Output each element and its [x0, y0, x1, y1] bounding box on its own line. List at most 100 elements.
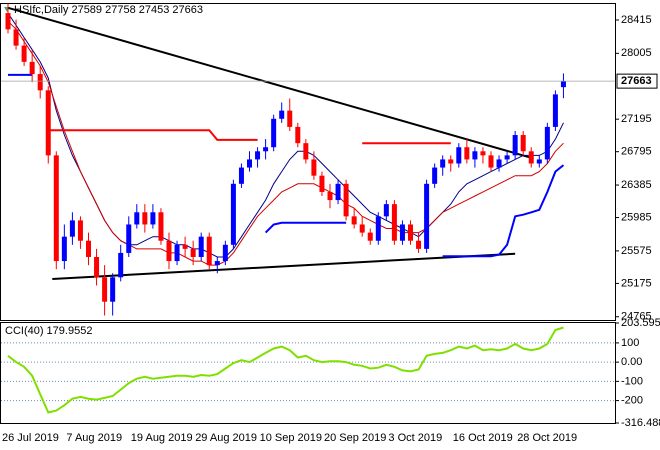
candle-body	[399, 224, 405, 241]
candle-body	[432, 167, 438, 184]
x-tick-label: 7 Aug 2019	[66, 432, 122, 444]
candle-body	[279, 110, 285, 119]
candle-body	[464, 147, 470, 160]
candle-body	[86, 240, 91, 257]
y-tick-label: 25175	[621, 277, 652, 289]
candle-body	[53, 155, 59, 262]
y-tick-label: 28415	[621, 14, 652, 26]
candle-body	[552, 94, 558, 127]
candle-body	[536, 159, 542, 164]
candle-body	[166, 240, 172, 262]
trendline	[52, 252, 516, 280]
y-tick-label: -200	[621, 395, 643, 407]
candle-body	[512, 135, 518, 156]
candle-body	[61, 236, 67, 262]
candle-body	[69, 220, 75, 237]
candle-body	[391, 204, 397, 241]
candle-body	[5, 13, 11, 30]
candle-body	[271, 118, 277, 148]
price-label: 27663	[621, 75, 652, 87]
candle-body	[255, 151, 261, 160]
candle-body	[528, 151, 534, 164]
candle-body	[174, 244, 180, 262]
candle-body	[263, 147, 269, 152]
candle-body	[142, 212, 148, 225]
candle-body	[182, 244, 188, 249]
candle-body	[480, 151, 486, 156]
candle-body	[214, 261, 220, 266]
x-tick-label: 28 Oct 2019	[517, 432, 577, 444]
candle-body	[520, 135, 526, 152]
cci-line	[7, 326, 564, 414]
candle-body	[375, 216, 381, 241]
candle-body	[303, 143, 309, 160]
candle-body	[287, 110, 293, 127]
candle-body	[359, 224, 365, 233]
candle-body	[319, 175, 325, 192]
candle-body	[424, 183, 430, 249]
y-tick-label: -100	[621, 375, 643, 387]
candle-body	[238, 167, 244, 184]
candle-body	[440, 159, 446, 168]
candle-body	[45, 90, 51, 156]
candle-body	[198, 236, 204, 257]
indicator-line	[8, 73, 565, 258]
candle-body	[456, 147, 462, 164]
candle-body	[560, 81, 566, 88]
x-tick-label: 29 Aug 2019	[195, 432, 257, 444]
x-tick-label: 20 Sep 2019	[324, 432, 386, 444]
indicator-line	[7, 20, 564, 266]
candle-body	[37, 74, 43, 91]
x-tick-label: 16 Oct 2019	[453, 432, 513, 444]
candle-body	[544, 126, 550, 160]
candle-body	[118, 252, 124, 278]
candle-body	[206, 236, 212, 266]
x-tick-label: 26 Jul 2019	[2, 432, 59, 444]
candle-body	[77, 220, 83, 241]
trendline	[7, 6, 532, 159]
candle-body	[488, 155, 494, 168]
y-tick-label: 25575	[621, 245, 652, 257]
y-tick-label: 0.00	[621, 356, 642, 368]
x-tick-label: 10 Sep 2019	[260, 432, 322, 444]
candle-body	[94, 256, 100, 278]
candle-body	[247, 159, 252, 168]
candle-body	[126, 224, 132, 253]
candle-body	[295, 126, 301, 144]
cci-panel	[0, 322, 616, 424]
candle-body	[29, 61, 35, 75]
candle-body	[21, 45, 27, 62]
y-tick-label: 100	[621, 337, 639, 349]
candle-body	[311, 159, 317, 176]
y-tick-label: 26385	[621, 179, 652, 191]
candle-body	[134, 212, 140, 225]
main-panel	[0, 3, 616, 321]
x-tick-label: 3 Oct 2019	[388, 432, 442, 444]
candle-body	[367, 232, 373, 241]
candle-body	[222, 244, 228, 262]
candle-body	[327, 191, 333, 201]
price-box	[616, 73, 658, 89]
candle-body	[343, 183, 349, 217]
y-tick-label: 26795	[621, 146, 652, 158]
candle-body	[230, 183, 236, 245]
candle-body	[448, 159, 454, 164]
candle-body	[110, 277, 116, 302]
chart-title: HSIfc,Daily 27589 27758 27453 27663	[14, 4, 203, 16]
candle-body	[504, 155, 510, 160]
x-tick-label: 19 Aug 2019	[131, 432, 193, 444]
y-tick-label: 24765	[621, 311, 652, 323]
candle-body	[335, 183, 341, 201]
candle-body	[102, 277, 108, 302]
candle-body	[416, 240, 422, 249]
cci-title: CCI(40) 179.9552	[5, 325, 92, 337]
y-tick-label: 203.5953	[621, 317, 660, 329]
y-tick-label: -316.488	[621, 417, 660, 429]
candle-body	[383, 204, 389, 217]
y-tick-label: 27195	[621, 113, 652, 125]
candle-body	[158, 212, 164, 241]
candle-body	[150, 212, 156, 225]
indicator-line	[48, 129, 451, 145]
